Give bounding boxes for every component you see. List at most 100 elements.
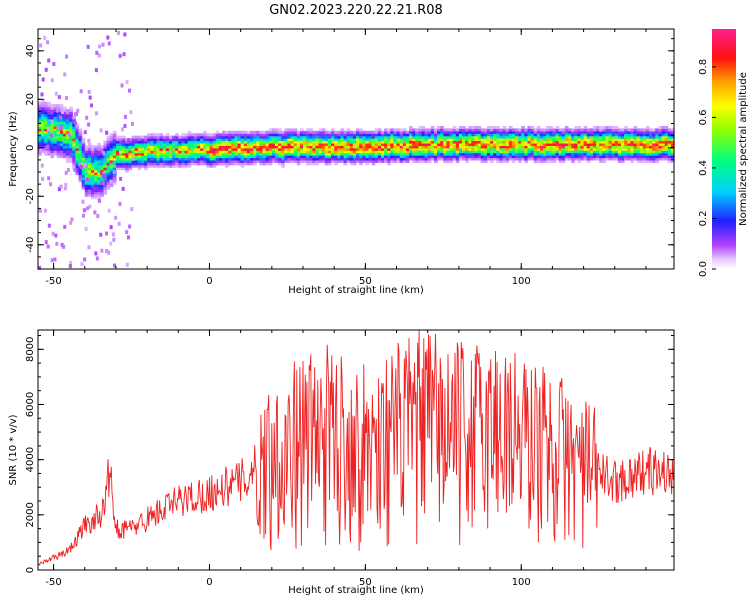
heat-cell [59, 104, 64, 108]
heat-cell [614, 150, 619, 154]
heat-cell [636, 128, 641, 132]
heat-cell [658, 157, 663, 161]
heat-cell [624, 157, 628, 161]
heat-cell [231, 152, 236, 156]
heat-cell [440, 152, 444, 156]
heat-cell [106, 152, 111, 156]
heat-cell [477, 142, 482, 146]
heat-cell [480, 147, 485, 151]
heat-cell [543, 138, 547, 142]
heat-cell [658, 130, 663, 134]
heat-cell [125, 145, 130, 149]
heat-cell [596, 145, 600, 149]
heat-cell [175, 157, 179, 161]
heat-noise-cell [54, 233, 58, 238]
heat-cell [218, 133, 223, 137]
heat-cell [140, 142, 145, 146]
heat-cell [281, 159, 285, 163]
heat-cell [393, 130, 398, 134]
heat-cell [206, 140, 211, 144]
heat-cell [443, 155, 448, 159]
heat-cell [539, 159, 544, 163]
heat-cell [515, 150, 519, 154]
heat-cell [112, 155, 117, 159]
heat-cell [331, 147, 335, 151]
heat-cell [147, 147, 151, 151]
heat-cell [658, 150, 663, 154]
heat-cell [137, 164, 142, 168]
heat-cell [555, 147, 560, 151]
heat-cell [611, 152, 616, 156]
heat-cell [231, 162, 236, 166]
heat-cell [91, 169, 95, 173]
heat-cell [271, 130, 276, 134]
heat-cell [352, 140, 357, 144]
heat-cell [165, 152, 170, 156]
heat-cell [324, 152, 329, 156]
heat-cell [670, 135, 675, 139]
heat-cell [409, 125, 413, 129]
heat-cell [240, 133, 245, 137]
heat-cell [175, 150, 179, 154]
heat-cell [47, 130, 52, 134]
heat-cell [228, 162, 232, 166]
heat-cell [462, 125, 466, 129]
heat-cell [365, 157, 370, 161]
heat-cell [66, 116, 70, 120]
heat-cell [340, 142, 345, 146]
heat-cell [50, 106, 55, 110]
heat-cell [580, 147, 585, 151]
heat-cell [100, 159, 105, 163]
heat-cell [390, 157, 395, 161]
heat-cell [309, 130, 313, 134]
heat-cell [574, 152, 578, 156]
heat-noise-cell [63, 72, 67, 77]
heat-cell [137, 145, 142, 149]
heat-cell [496, 125, 501, 129]
heat-cell [140, 147, 145, 151]
heat-cell [511, 138, 516, 142]
heat-cell [159, 140, 164, 144]
heat-cell [175, 145, 179, 149]
heat-cell [78, 147, 83, 151]
heat-cell [365, 145, 370, 149]
heat-cell [405, 150, 410, 154]
heat-cell [144, 135, 148, 139]
heat-cell [502, 159, 507, 163]
heat-cell [278, 138, 282, 142]
heat-cell [368, 142, 373, 146]
heat-cell [452, 125, 457, 129]
heat-cell [109, 164, 114, 168]
heat-cell [256, 138, 260, 142]
heat-cell [387, 147, 391, 151]
heat-cell [346, 145, 351, 149]
heat-cell [119, 142, 123, 146]
heat-cell [608, 140, 613, 144]
heat-cell [112, 176, 117, 180]
heat-cell [571, 138, 575, 142]
heat-cell [415, 147, 419, 151]
heat-cell [521, 138, 525, 142]
heat-cell [331, 157, 335, 161]
heat-cell [645, 128, 650, 132]
heat-cell [362, 147, 366, 151]
heat-cell [315, 138, 320, 142]
heat-cell [427, 135, 432, 139]
heat-cell [109, 172, 114, 176]
heat-cell [346, 155, 351, 159]
heat-cell [209, 145, 214, 149]
heat-cell [499, 130, 504, 134]
heat-cell [468, 145, 472, 149]
heat-cell [150, 140, 154, 144]
heat-cell [44, 113, 48, 117]
heat-cell [652, 128, 656, 132]
heat-noise-cell [40, 92, 44, 97]
heat-cell [334, 162, 338, 166]
heat-cell [527, 130, 532, 134]
heat-cell [465, 133, 469, 137]
heat-cell [181, 133, 186, 137]
heat-cell [162, 135, 167, 139]
heat-cell [511, 135, 516, 139]
heat-cell [359, 157, 363, 161]
heat-cell [115, 155, 120, 159]
